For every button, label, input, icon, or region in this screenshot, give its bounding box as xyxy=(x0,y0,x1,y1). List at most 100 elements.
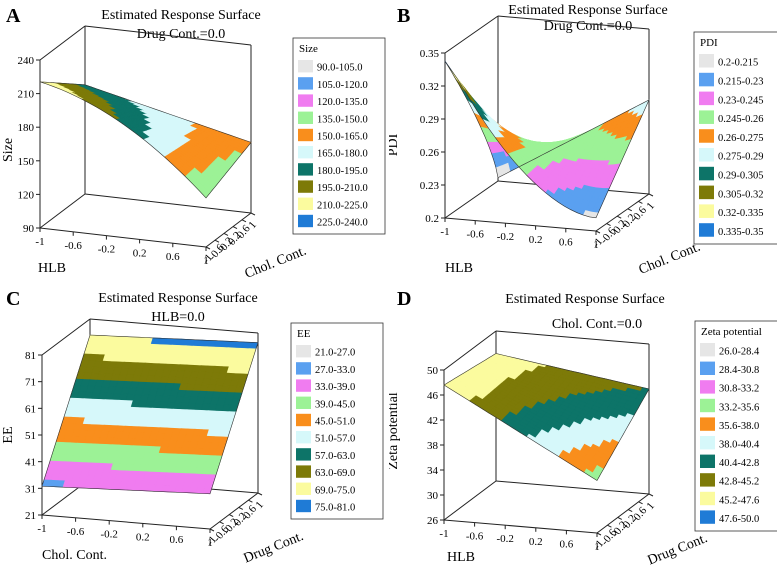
legend-swatch xyxy=(298,77,313,90)
legend-swatch xyxy=(700,454,715,468)
z-tick-label: 81 xyxy=(25,350,36,362)
x-tick-label: 1 xyxy=(594,541,600,553)
legend-item-label: 0.245-0.26 xyxy=(718,114,764,125)
legend-item-label: 0.305-0.32 xyxy=(718,189,764,200)
legend-item-label: 210.0-225.0 xyxy=(317,200,368,211)
chart-title: Estimated Response Surface xyxy=(98,291,257,306)
legend-swatch xyxy=(700,417,715,431)
z-tick-label: 0.2 xyxy=(425,213,439,225)
legend-swatch xyxy=(699,204,714,218)
z-axis-label: Size xyxy=(1,138,16,162)
y-tick-label: 1 xyxy=(253,499,266,511)
z-tick-label: 210 xyxy=(18,89,35,101)
legend-item-label: 45.2-47.6 xyxy=(719,495,759,506)
legend-item-label: 39.0-45.0 xyxy=(315,399,355,410)
legend-swatch xyxy=(296,465,311,478)
x-tick-label: -0.6 xyxy=(466,531,484,543)
legend-item-label: 42.8-45.2 xyxy=(719,477,759,488)
response-surface xyxy=(443,353,650,481)
x-tick-label: -0.2 xyxy=(497,231,514,243)
legend-swatch xyxy=(700,343,715,357)
z-tick-label: 42 xyxy=(427,415,438,427)
x-axis-label: HLB xyxy=(445,261,473,276)
legend-item-label: 150.0-165.0 xyxy=(317,131,368,142)
z-tick-label: 120 xyxy=(18,189,35,201)
chart-subtitle: Drug Cont.=0.0 xyxy=(544,19,632,34)
legend-swatch xyxy=(700,398,715,413)
panel-a-size-surface: A Estimated Response Surface Drug Cont.=0.… xyxy=(0,0,388,283)
x-tick-label: 0.2 xyxy=(529,234,543,246)
z-tick-label: 0.32 xyxy=(420,81,439,93)
legend-swatch xyxy=(700,361,715,375)
chart-subtitle: HLB=0.0 xyxy=(151,310,204,325)
z-tick-label: 180 xyxy=(18,122,35,134)
panel-b-pdi-surface: B Estimated Response Surface Drug Cont.=0.… xyxy=(389,0,777,283)
legend-swatch xyxy=(700,436,715,450)
legend-title: EE xyxy=(297,328,311,340)
legend-swatch xyxy=(298,163,313,176)
x-tick-label: -1 xyxy=(439,528,448,540)
axis-box xyxy=(39,25,252,248)
legend-item-label: 38.0-40.4 xyxy=(719,440,760,451)
legend-swatch xyxy=(298,197,313,210)
x-tick-label: 1 xyxy=(593,239,599,251)
legend-swatch xyxy=(298,60,313,73)
legend-item-label: 90.0-105.0 xyxy=(317,63,363,74)
y-axis-label: Chol. Cont. xyxy=(637,240,703,278)
y-tick-label: 1 xyxy=(644,200,657,212)
response-surface xyxy=(39,81,252,199)
legend-swatch xyxy=(296,362,311,375)
x-tick-label: -1 xyxy=(440,226,449,238)
z-tick-label: 150 xyxy=(18,156,35,168)
legend-item-label: 33.0-39.0 xyxy=(315,382,355,393)
panel-c-ee-surface: C Estimated Response Surface HLB=0.0 21 31 41… xyxy=(0,283,388,566)
legend-item-label: 47.6-50.0 xyxy=(719,514,759,525)
response-surface xyxy=(444,60,650,219)
x-axis-label: HLB xyxy=(38,261,66,276)
legend-swatch xyxy=(298,94,313,107)
legend-item-label: 33.2-35.6 xyxy=(719,402,759,413)
legend-item-label: 105.0-120.0 xyxy=(317,80,368,91)
legend-swatch xyxy=(296,379,311,392)
legend-swatch xyxy=(296,482,311,495)
legend-item-label: 26.0-28.4 xyxy=(719,347,760,358)
x-tick-label: -0.6 xyxy=(64,240,82,252)
legend-title: Size xyxy=(299,43,318,55)
legend-item-label: 51.0-57.0 xyxy=(315,434,355,445)
legend-item-label: 0.26-0.275 xyxy=(718,133,764,144)
chart-svg-c: C Estimated Response Surface HLB=0.0 21 31 41… xyxy=(1,288,384,566)
legend-swatch xyxy=(296,396,311,409)
legend-item-label: 21.0-27.0 xyxy=(315,348,355,359)
legend-item-label: 63.0-69.0 xyxy=(315,468,355,479)
legend-swatch xyxy=(296,431,311,444)
z-tick-label: 26 xyxy=(427,515,439,527)
z-tick-label: 0.29 xyxy=(420,114,440,126)
y-axis-label: Drug Cont. xyxy=(242,529,306,566)
panel-letter: C xyxy=(6,288,20,310)
chart-title: Estimated Response Surface xyxy=(508,3,667,18)
legend-swatch xyxy=(699,223,714,237)
x-tick-label: -1 xyxy=(35,236,44,248)
z-tick-label: 30 xyxy=(427,490,439,502)
x-tick-label: -1 xyxy=(37,523,46,535)
legend-swatch xyxy=(296,345,311,358)
z-tick-label: 0.26 xyxy=(420,147,440,159)
z-axis-label: PDI xyxy=(389,133,401,156)
z-tick-label: 61 xyxy=(25,403,36,415)
legend-item-label: 0.335-0.35 xyxy=(718,227,764,238)
x-tick-label: -0.6 xyxy=(67,526,85,538)
z-tick-label: 34 xyxy=(427,465,439,477)
legend-item-label: 180.0-195.0 xyxy=(317,166,368,177)
y-axis-label: Chol. Cont. xyxy=(243,244,309,282)
chart-title: Estimated Response Surface xyxy=(505,292,664,307)
x-tick-label: -0.2 xyxy=(98,244,115,256)
z-tick-label: 51 xyxy=(25,430,36,442)
x-tick-label: -0.2 xyxy=(100,529,117,541)
legend-swatch xyxy=(699,54,714,68)
y-tick-label: 1 xyxy=(246,219,259,231)
z-tick-label: 21 xyxy=(25,510,36,522)
legend-swatch xyxy=(298,111,313,124)
legend-item-label: 45.0-51.0 xyxy=(315,416,355,427)
legend-swatch xyxy=(699,72,714,87)
